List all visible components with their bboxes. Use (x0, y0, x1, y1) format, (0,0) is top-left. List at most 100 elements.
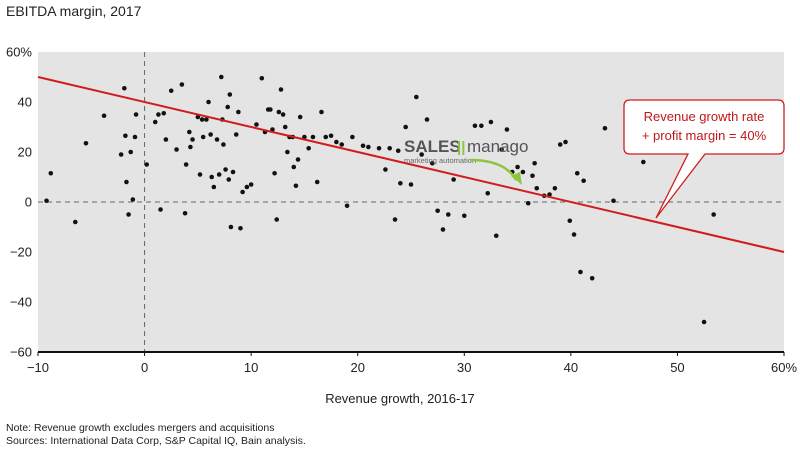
data-point (376, 145, 382, 151)
data-point (254, 122, 259, 127)
data-point (236, 109, 241, 115)
data-point (344, 203, 350, 209)
data-point (504, 127, 510, 132)
data-point (225, 104, 230, 110)
data-point (182, 210, 188, 216)
data-point (156, 112, 161, 117)
data-point (211, 184, 217, 190)
data-point (323, 134, 329, 140)
data-point (259, 75, 265, 81)
sources-line: Sources: International Data Corp, S&P Ca… (6, 435, 306, 447)
data-point (611, 198, 616, 204)
y-tick-label: 60% (6, 45, 32, 60)
data-point (244, 184, 250, 190)
watermark-tagline: marketing automation (404, 156, 476, 165)
data-point (360, 143, 366, 149)
y-axis-ticks: 60% 40 20 0 −20 −40 −60 (6, 45, 32, 360)
data-point (310, 134, 316, 140)
annotation-box (623, 99, 785, 219)
data-point (226, 177, 232, 182)
data-point (230, 169, 236, 175)
x-tick-label: −10 (27, 360, 49, 375)
data-point (282, 124, 288, 130)
y-tick-label: −60 (10, 345, 32, 360)
y-tick-label: 0 (25, 195, 32, 210)
data-point (472, 123, 478, 129)
data-point (530, 173, 535, 179)
y-tick-label: 20 (18, 145, 32, 160)
data-point (161, 110, 167, 116)
data-point (339, 142, 345, 147)
data-point (520, 169, 526, 175)
data-point (451, 177, 456, 182)
data-point (228, 224, 234, 230)
data-point (306, 145, 311, 151)
data-point (395, 148, 401, 154)
data-point (152, 119, 158, 125)
data-point (179, 82, 185, 87)
data-point (461, 213, 467, 219)
data-point (124, 179, 129, 185)
x-tick-label: 0 (141, 360, 148, 375)
data-point (440, 227, 446, 232)
data-point (479, 123, 484, 129)
data-point (293, 183, 299, 189)
data-point (295, 157, 301, 162)
data-point (240, 189, 245, 195)
data-point (274, 217, 280, 222)
watermark-logo: SALES || manago marketing automation (404, 137, 528, 185)
x-tick-label: 10 (244, 360, 258, 375)
data-point (328, 133, 334, 139)
data-point (195, 114, 201, 120)
data-point (163, 137, 169, 142)
data-point (268, 107, 273, 112)
data-point (168, 88, 174, 94)
data-point (297, 114, 303, 120)
data-point (126, 212, 131, 217)
x-tick-label: 30 (457, 360, 471, 375)
data-point (291, 164, 297, 170)
data-point (158, 207, 163, 212)
data-point (419, 152, 424, 157)
data-point (122, 85, 127, 91)
data-point (571, 232, 577, 237)
data-point (204, 117, 209, 122)
data-point (424, 117, 430, 122)
data-point (118, 152, 124, 157)
watermark-brand: SALES (404, 137, 461, 156)
data-point (280, 112, 286, 117)
data-point (270, 127, 275, 132)
reference-line-40 (37, 76, 785, 253)
data-point (515, 164, 520, 170)
data-point (319, 109, 324, 115)
data-point (589, 275, 595, 281)
data-point (574, 170, 580, 176)
data-point (209, 174, 215, 180)
data-point (403, 124, 408, 130)
data-point (446, 212, 451, 217)
annotation-line-2: + profit margin = 40% (642, 128, 767, 143)
data-point (285, 149, 290, 155)
data-point (223, 167, 228, 172)
data-point (183, 162, 189, 167)
data-point (711, 212, 716, 217)
data-point (208, 132, 213, 137)
watermark-suffix: manago (467, 137, 528, 156)
data-point (233, 132, 239, 137)
data-point (123, 133, 128, 139)
data-point (73, 219, 78, 225)
data-point (314, 179, 320, 185)
y-tick-label: 40 (18, 95, 32, 110)
data-point (366, 144, 371, 150)
data-point (641, 159, 646, 165)
data-point (219, 74, 224, 80)
data-point (200, 134, 206, 140)
data-point (334, 139, 339, 145)
data-points (44, 74, 716, 325)
x-axis-label: Revenue growth, 2016-17 (325, 391, 475, 406)
data-point (132, 134, 138, 140)
data-point (387, 145, 392, 151)
data-point (532, 160, 537, 166)
data-point (199, 117, 205, 122)
